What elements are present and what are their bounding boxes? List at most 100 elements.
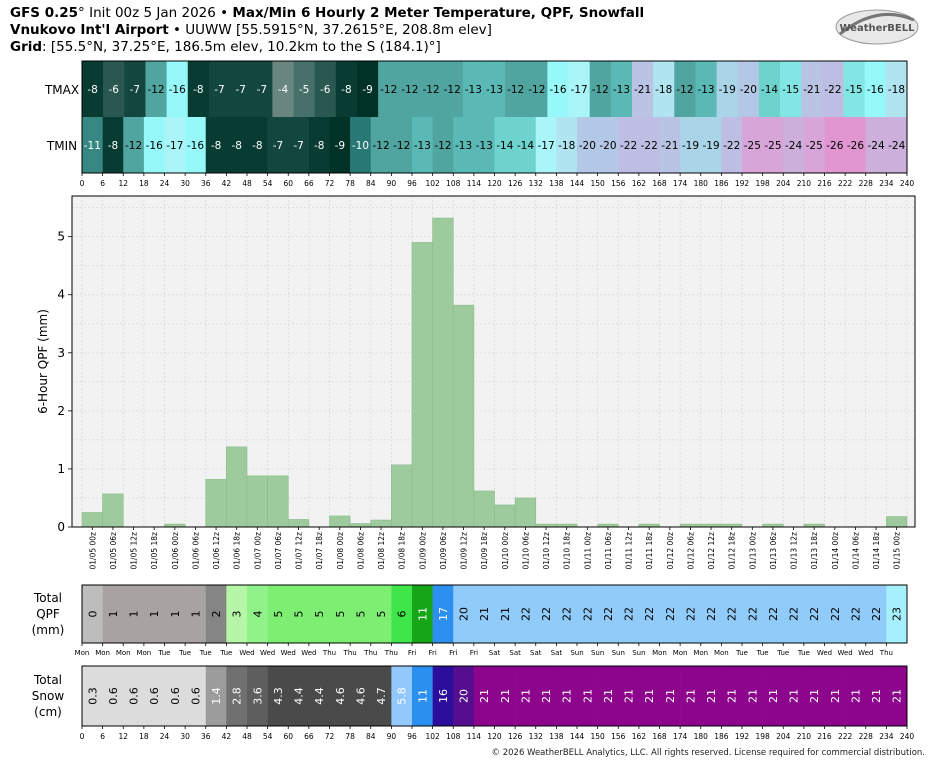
qpf-bar [226, 446, 248, 528]
total-snow-cell [762, 666, 784, 726]
total-qpf-cell [412, 585, 433, 643]
tmax-cell [166, 61, 189, 117]
tmax-cell [864, 61, 887, 117]
total-snow-value: 21 [478, 689, 491, 703]
qpf-x-tick-label: 01/09 12z [460, 532, 469, 570]
qpf-bar [246, 475, 268, 528]
total-snow-tick-label: 24 [160, 732, 170, 741]
total-snow-cell [350, 666, 372, 726]
total-qpf-value: 22 [808, 607, 821, 621]
qpf-bar [370, 519, 392, 528]
tmax-cell [230, 61, 252, 117]
total-qpf-day-label: Thu [343, 649, 357, 657]
total-qpf-cell [618, 585, 640, 643]
tmin-value: -9 [335, 140, 345, 152]
heatmap-tick-label: 54 [263, 179, 273, 188]
qpf-x-tick-label: 01/12 12z [707, 532, 716, 570]
tmax-value: -4 [278, 84, 289, 96]
total-snow-value: 0.6 [189, 687, 202, 705]
tmin-cell [267, 117, 289, 173]
heatmap-tick-label: 204 [776, 179, 791, 188]
tmax-value: -6 [320, 84, 331, 96]
total-snow-cell [597, 666, 619, 726]
total-snow-value: 21 [746, 689, 759, 703]
total-qpf-value: 22 [643, 607, 656, 621]
heatmap-tick-label: 126 [508, 179, 523, 188]
heatmap-tick-label: 84 [366, 179, 376, 188]
tmin-value: -26 [826, 140, 843, 152]
total-snow-cell [308, 666, 330, 726]
total-qpf-day-label: Sun [612, 649, 625, 657]
qpf-bar [205, 479, 227, 528]
total-qpf-value: 6 [396, 611, 409, 618]
qpf-x-tick-label: 01/11 12z [625, 532, 634, 570]
total-qpf-cell [577, 585, 598, 643]
heatmap-tick-label: 138 [549, 179, 564, 188]
total-snow-tick-label: 234 [879, 732, 894, 741]
total-qpf-day-label: Mon [714, 649, 729, 657]
total-snow-cell [659, 666, 681, 726]
total-qpf-cell [473, 585, 495, 643]
qpf-x-tick-label: 01/13 00z [748, 532, 757, 570]
total-snow-tick-label: 84 [366, 732, 376, 741]
qpf-x-tick-label: 01/11 06z [604, 532, 613, 570]
heatmap-tick-label: 150 [590, 179, 605, 188]
qpf-bar [102, 493, 124, 528]
tmax-value: -13 [697, 84, 714, 96]
total-qpf-day-label: Wed [817, 649, 832, 657]
total-snow-cell [185, 666, 207, 726]
tmax-row-label: TMAX [44, 83, 79, 97]
tmax-value: -7 [130, 84, 140, 96]
total-qpf-day-label: Mon [75, 649, 90, 657]
tmin-cell [102, 117, 124, 173]
tmax-cell [822, 61, 844, 117]
total-snow-value: 21 [499, 689, 512, 703]
total-qpf-cell [370, 585, 392, 643]
total-snow-value: 4.4 [293, 687, 306, 705]
tmax-value: -12 [592, 84, 609, 96]
total-snow-tick-label: 72 [325, 732, 335, 741]
tmin-cell [226, 117, 248, 173]
qpf-x-tick-label: 01/13 18z [810, 532, 819, 570]
tmax-value: -16 [549, 84, 566, 96]
tmin-cell [535, 117, 557, 173]
qpf-bar [81, 512, 103, 528]
total-snow-cell [638, 666, 660, 726]
total-qpf-day-label: Mon [116, 649, 131, 657]
total-qpf-cell [638, 585, 660, 643]
total-qpf-cell [824, 585, 846, 643]
heatmap-tick-label: 0 [80, 179, 85, 188]
total-snow-cell [412, 666, 433, 726]
tmin-cell [845, 117, 867, 173]
tmax-value: -22 [824, 84, 841, 96]
total-qpf-value: 17 [437, 607, 450, 621]
total-snow-tick-label: 12 [118, 732, 128, 741]
tmin-cell [473, 117, 495, 173]
total-snow-cell [865, 666, 887, 726]
tmax-cell [695, 61, 717, 117]
tmax-value: -7 [235, 84, 245, 96]
tmin-value: -8 [231, 140, 241, 152]
heatmap-tick-label: 174 [673, 179, 688, 188]
copyright-footer: © 2026 WeatherBELL Analytics, LLC. All r… [491, 748, 925, 758]
tmin-value: -22 [723, 140, 740, 152]
tmax-value: -18 [655, 84, 672, 96]
tmin-cell [721, 117, 743, 173]
tmax-cell [674, 61, 696, 117]
tmin-value: -26 [847, 140, 864, 152]
total-snow-tick-label: 114 [467, 732, 482, 741]
total-snow-value: 21 [808, 689, 821, 703]
total-snow-tick-label: 96 [407, 732, 417, 741]
total-qpf-cell [432, 585, 454, 643]
tmin-value: -13 [455, 140, 472, 152]
tmax-value: -8 [341, 84, 351, 96]
total-qpf-day-label: Mon [136, 649, 151, 657]
total-snow-tick-label: 138 [549, 732, 564, 741]
total-qpf-day-label: Tue [178, 649, 191, 657]
total-snow-cell [226, 666, 248, 726]
qpf-x-tick-label: 01/14 00z [831, 532, 840, 570]
tmin-cell [329, 117, 351, 173]
total-snow-cell [123, 666, 145, 726]
heatmap-tick-label: 102 [425, 179, 440, 188]
total-qpf-cell [453, 585, 475, 643]
